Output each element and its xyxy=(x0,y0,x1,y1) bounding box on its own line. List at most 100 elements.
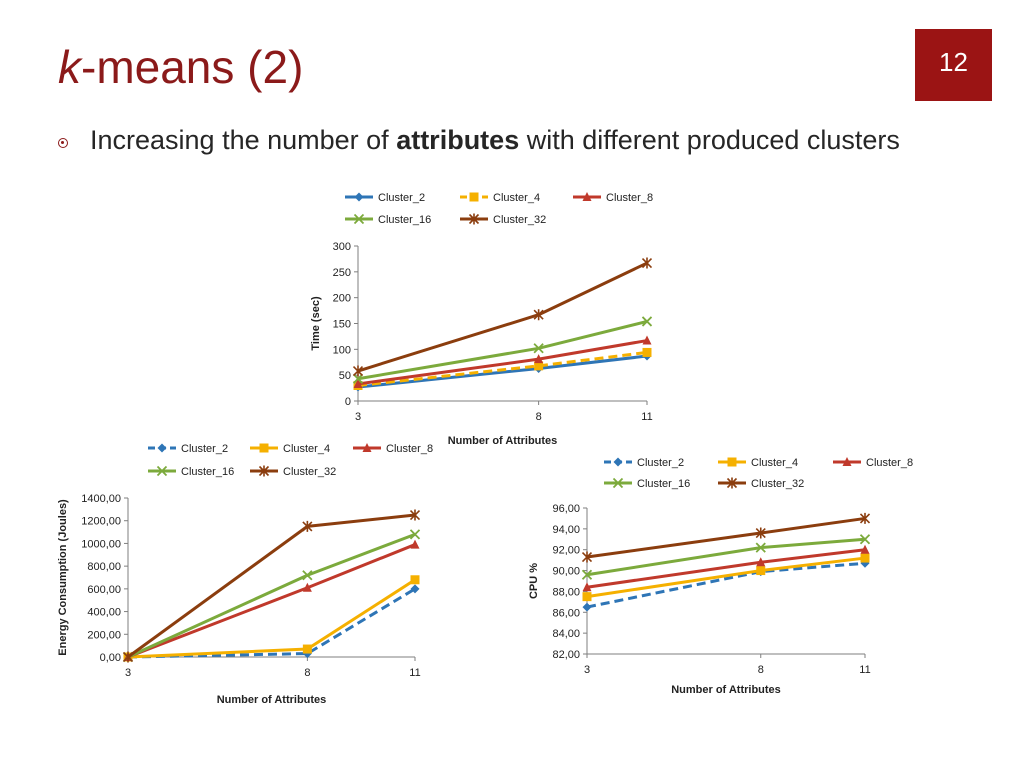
legend-swatch-marker xyxy=(582,192,592,201)
x-axis-title: Number of Attributes xyxy=(448,435,558,447)
y-tick-label: 200 xyxy=(333,293,351,305)
y-tick-label: 50 xyxy=(339,370,351,382)
series-cluster-8 xyxy=(353,335,652,388)
legend-label: Cluster_16 xyxy=(378,214,431,226)
data-point xyxy=(642,335,652,345)
data-point xyxy=(302,570,313,581)
legend-label: Cluster_2 xyxy=(637,457,684,469)
legend-swatch-marker xyxy=(469,192,479,202)
x-axis-title: Number of Attributes xyxy=(217,694,327,706)
slide-title: k-means (2) xyxy=(58,40,303,94)
legend-label: Cluster_32 xyxy=(493,214,546,226)
data-point xyxy=(353,378,363,388)
y-tick-label: 150 xyxy=(333,319,351,331)
y-axis-title: Energy Consumption (Joules) xyxy=(57,499,69,656)
legend-entry: Cluster_16 xyxy=(604,477,690,490)
x-tick-label: 3 xyxy=(125,667,131,679)
legend-swatch-marker xyxy=(362,443,372,452)
data-point xyxy=(352,373,364,384)
data-point xyxy=(755,542,766,553)
y-tick-label: 800,00 xyxy=(87,561,121,573)
data-point xyxy=(302,644,312,654)
legend-entry: Cluster_8 xyxy=(573,192,653,204)
legend-entry: Cluster_16 xyxy=(345,213,431,226)
legend-entry: Cluster_2 xyxy=(345,192,425,204)
series-cluster-16 xyxy=(352,316,653,384)
y-tick-label: 100 xyxy=(333,344,351,356)
legend-swatch-marker xyxy=(353,213,365,225)
legend-swatch-marker xyxy=(727,457,737,467)
legend-label: Cluster_2 xyxy=(378,192,425,204)
bullet-circle-icon xyxy=(58,138,68,148)
legend-swatch-marker xyxy=(468,213,480,225)
y-tick-label: 200,00 xyxy=(87,629,121,641)
legend-swatch-marker xyxy=(612,477,624,489)
data-point xyxy=(410,539,420,549)
series-cluster-4 xyxy=(123,575,420,662)
legend-entry: Cluster_4 xyxy=(718,457,798,469)
y-tick-label: 1400,00 xyxy=(81,493,121,505)
data-point xyxy=(534,361,544,371)
data-point xyxy=(582,602,592,612)
series-line xyxy=(357,350,648,387)
chart-2: 0,00 200,00 400,00 600,00 800,00 1000,00 1200,… xyxy=(57,443,433,706)
data-point xyxy=(641,257,653,269)
slide-number-badge: 12 xyxy=(915,29,992,101)
chart-3: 82,00 84,00 86,00 88,00 90,00 92,00 94,00 96,00… xyxy=(528,457,913,696)
data-point xyxy=(756,557,766,567)
legend-entry: Cluster_32 xyxy=(460,213,546,226)
y-tick-label: 300 xyxy=(333,241,351,253)
x-tick-label: 8 xyxy=(536,411,542,423)
data-point xyxy=(755,527,766,539)
data-point xyxy=(859,512,871,524)
series-line xyxy=(127,513,416,659)
series-cluster-8 xyxy=(123,539,420,661)
data-point xyxy=(302,582,312,592)
series-cluster-32 xyxy=(122,509,421,663)
series-cluster-16 xyxy=(581,534,871,580)
x-tick-label: 11 xyxy=(641,411,652,423)
y-axis-title: Time (sec) xyxy=(310,296,322,351)
data-point xyxy=(581,569,593,580)
x-tick-label: 8 xyxy=(304,667,310,679)
y-tick-label: 96,00 xyxy=(552,503,580,515)
legend-swatch-marker xyxy=(156,465,168,477)
legend-label: Cluster_32 xyxy=(751,478,804,490)
legend-label: Cluster_2 xyxy=(181,443,228,455)
bullet-text-pre: Increasing the number of xyxy=(90,125,397,155)
data-point xyxy=(860,544,870,554)
y-tick-label: 400,00 xyxy=(87,607,121,619)
data-point xyxy=(409,529,421,540)
data-point xyxy=(860,553,870,563)
x-tick-label: 11 xyxy=(859,664,870,676)
chart-1: 0 50 100 150 200 250 300 3 8 11 Number of Attribut… xyxy=(310,192,653,447)
y-tick-label: 88,00 xyxy=(552,586,580,598)
legend-entry: Cluster_8 xyxy=(353,443,433,455)
legend-entry: Cluster_4 xyxy=(250,443,330,455)
y-tick-label: 250 xyxy=(333,267,351,279)
data-point xyxy=(409,509,421,521)
legend-swatch-marker xyxy=(259,443,269,453)
series-line xyxy=(127,587,416,659)
legend-label: Cluster_8 xyxy=(866,457,913,469)
series-cluster-4 xyxy=(582,553,870,602)
data-point xyxy=(756,566,766,576)
legend-entry: Cluster_4 xyxy=(460,192,540,204)
data-point xyxy=(642,347,652,357)
data-point xyxy=(582,582,592,592)
series-cluster-32 xyxy=(352,257,653,377)
series-cluster-32 xyxy=(581,512,871,563)
legend-label: Cluster_8 xyxy=(606,192,653,204)
y-tick-label: 90,00 xyxy=(552,566,580,578)
data-point xyxy=(533,309,544,321)
legend-entry: Cluster_16 xyxy=(148,465,234,478)
data-point xyxy=(352,365,364,377)
legend-swatch-marker xyxy=(842,457,852,466)
data-point xyxy=(122,651,134,663)
y-axis-title: CPU % xyxy=(528,563,540,599)
bullet-text-bold: attributes xyxy=(396,125,520,155)
data-point xyxy=(581,551,593,563)
data-point xyxy=(302,520,313,532)
data-point xyxy=(641,316,653,327)
legend-entry: Cluster_2 xyxy=(148,443,228,455)
